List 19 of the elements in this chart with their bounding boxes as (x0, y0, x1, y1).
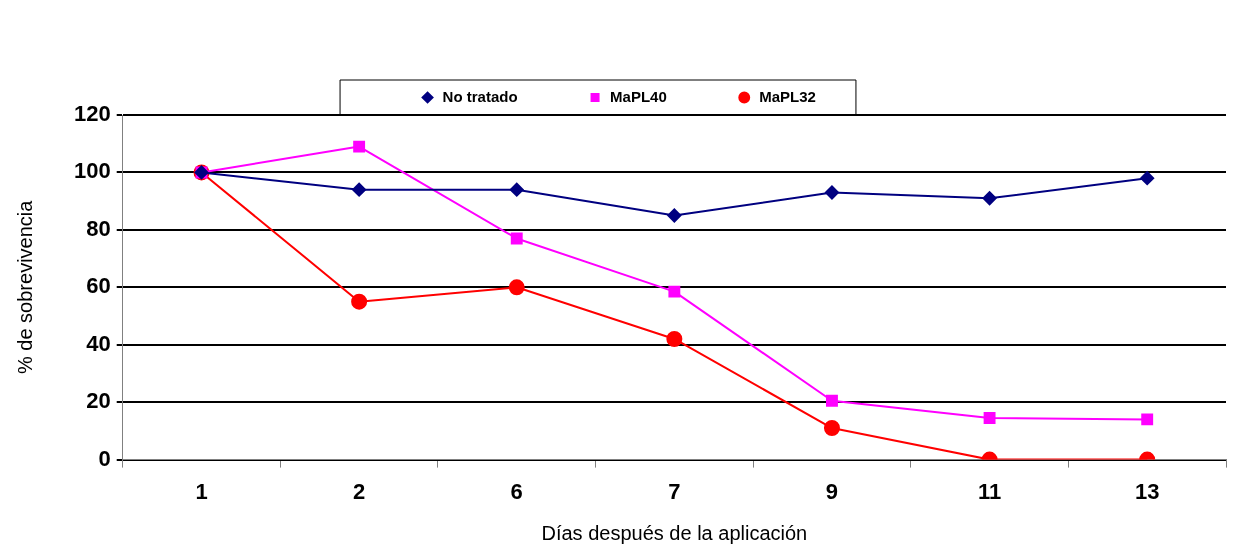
x-axis-title: Días después de la aplicación (541, 521, 808, 544)
y-tick-label: 120 (73, 101, 111, 127)
x-tick-label: 11 (977, 478, 1002, 504)
y-tick-label: 100 (73, 158, 111, 184)
x-tick-label: 9 (825, 478, 839, 504)
y-tick-label: 60 (86, 273, 111, 299)
x-tick-label: 6 (510, 478, 523, 504)
legend-label: MaPL40 (610, 87, 667, 105)
y-tick-label: 80 (86, 215, 111, 241)
legend-label: MaPL32 (759, 87, 816, 105)
y-tick-label: 20 (86, 388, 111, 414)
y-axis-title: % de sobrevivencia (13, 199, 36, 375)
x-tick-label: 13 (1134, 478, 1160, 504)
x-tick-label: 7 (668, 478, 681, 504)
y-tick-label: 0 (98, 445, 111, 471)
x-tick-label: 1 (195, 478, 208, 504)
x-tick-label: 2 (353, 478, 366, 504)
y-tick-label: 40 (86, 330, 111, 356)
legend-label: No tratado (442, 87, 518, 105)
